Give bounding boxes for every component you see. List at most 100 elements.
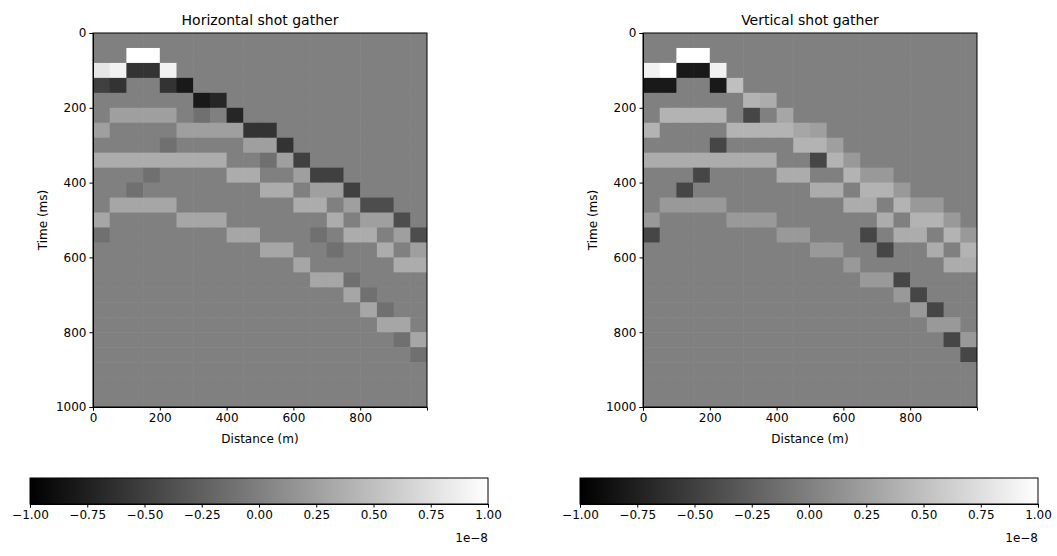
tick: 0: [629, 26, 643, 40]
cell: [944, 347, 961, 363]
cell: [277, 168, 294, 184]
colorbar: −1.00−0.75−0.50−0.250.000.250.500.751.00…: [562, 478, 1052, 545]
cell: [360, 138, 377, 154]
cell: [843, 138, 860, 154]
cell: [160, 242, 177, 258]
cell: [327, 78, 344, 94]
cell: [643, 48, 660, 64]
x-axis: 0200400600800: [640, 407, 978, 425]
cell: [310, 362, 327, 378]
cell: [927, 63, 944, 79]
cell: [743, 108, 760, 124]
cell: [327, 213, 344, 229]
tick-mark: [695, 504, 696, 508]
tick: 800: [899, 407, 922, 425]
cell: [126, 123, 143, 139]
cell: [210, 242, 227, 258]
cell: [177, 183, 194, 199]
cell: [394, 302, 411, 318]
cell: [110, 317, 127, 333]
cell: [160, 33, 177, 49]
cell: [260, 392, 277, 407]
cell: [344, 347, 361, 363]
cell: [727, 332, 744, 348]
cell: [310, 153, 327, 169]
cell: [710, 108, 727, 124]
cell: [777, 227, 794, 243]
cell: [260, 257, 277, 273]
cell: [660, 213, 677, 229]
cell: [760, 377, 777, 393]
cell: [344, 78, 361, 94]
cell: [93, 33, 110, 49]
cell: [827, 302, 844, 318]
y-axis: 02004006008001000: [606, 26, 644, 414]
cell: [693, 168, 710, 184]
cell: [310, 287, 327, 303]
cell: [377, 183, 394, 199]
cell: [660, 257, 677, 273]
cell: [910, 123, 927, 139]
cell: [344, 93, 361, 109]
cell: [877, 153, 894, 169]
tick-mark: [488, 504, 489, 508]
cell: [843, 213, 860, 229]
cell: [793, 332, 810, 348]
cell: [927, 257, 944, 273]
cell: [410, 93, 427, 109]
cell: [177, 93, 194, 109]
cell: [727, 257, 744, 273]
cell: [227, 257, 244, 273]
cell: [310, 257, 327, 273]
cell: [810, 198, 827, 214]
cell: [760, 332, 777, 348]
cell: [843, 242, 860, 258]
cell: [377, 93, 394, 109]
tick: 0.00: [246, 504, 273, 522]
cell: [793, 347, 810, 363]
cell: [877, 48, 894, 64]
tick: 400: [614, 176, 643, 190]
cell: [676, 183, 693, 199]
tick-label: −0.25: [184, 508, 221, 522]
cell: [143, 63, 160, 79]
cell: [143, 242, 160, 258]
cell: [727, 63, 744, 79]
cell: [743, 242, 760, 258]
x-axis-title: Distance (m): [771, 432, 848, 446]
tick: 800: [64, 326, 93, 340]
cell: [710, 332, 727, 348]
cell: [894, 302, 911, 318]
cell: [243, 33, 260, 49]
cell: [944, 392, 961, 407]
cell: [243, 347, 260, 363]
cell: [410, 153, 427, 169]
cell: [243, 48, 260, 64]
cell: [210, 317, 227, 333]
cell: [344, 257, 361, 273]
cell: [93, 362, 110, 378]
cell: [710, 377, 727, 393]
cell: [293, 93, 310, 109]
cell: [827, 48, 844, 64]
cell: [293, 347, 310, 363]
cell: [293, 168, 310, 184]
cell: [760, 108, 777, 124]
cell: [260, 183, 277, 199]
cell: [93, 213, 110, 229]
y-axis-title: Time (ms): [586, 190, 600, 252]
cell: [894, 377, 911, 393]
cell: [360, 242, 377, 258]
cell: [310, 138, 327, 154]
cell: [210, 108, 227, 124]
cell: [710, 213, 727, 229]
cell: [327, 108, 344, 124]
cell: [260, 377, 277, 393]
tick-label: −1.00: [12, 508, 49, 522]
cell: [760, 33, 777, 49]
cell: [643, 78, 660, 94]
cell: [260, 48, 277, 64]
cell: [676, 272, 693, 288]
cell: [860, 198, 877, 214]
cell: [243, 153, 260, 169]
